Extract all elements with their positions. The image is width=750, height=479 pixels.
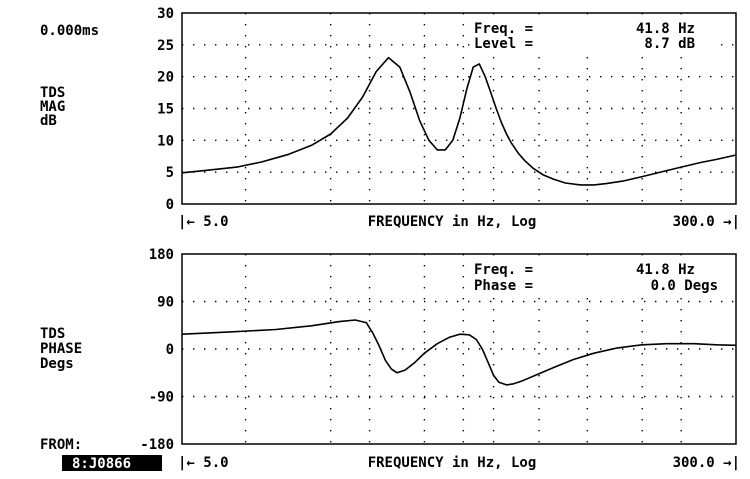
file-name-box (62, 455, 162, 471)
magnitude-y-tick-label: 10 (157, 133, 174, 149)
phase-y-tick-label: 0 (166, 342, 174, 358)
phase-readout-bg (470, 259, 720, 293)
magnitude-readout-value-2: 8.7 dB (644, 36, 695, 52)
magnitude-y-ticks: 0 5 10 15 20 25 30 (157, 6, 174, 213)
magnitude-readout-label-2: Level = (474, 36, 533, 52)
magnitude-y-tick-label: 20 (157, 70, 174, 86)
magnitude-readout-bg (470, 17, 720, 51)
phase-y-tick-label: 90 (157, 295, 174, 311)
bottom-ylabel-line-2: PHASE (40, 341, 82, 357)
top-ylabel-line-1: TDS (40, 85, 65, 101)
magnitude-y-tick-label: 25 (157, 38, 174, 54)
magnitude-series-line (181, 56, 737, 186)
phase-y-tick-label: 180 (149, 247, 174, 263)
magnitude-y-tick-label: 0 (166, 197, 174, 213)
bottom-ylabel-line-3: Degs (40, 356, 74, 372)
phase-readout-value-2: 0.0 Degs (651, 278, 718, 294)
magnitude-readout-value-1: 41.8 Hz (636, 21, 695, 37)
phase-series-line (181, 319, 737, 386)
top-ylabel-line-2: MAG (40, 99, 65, 115)
magnitude-x-axis-label: FREQUENCY in Hz, Log (368, 214, 537, 230)
magnitude-y-tick-label: 30 (157, 6, 174, 22)
file-name: 8:J0866 (72, 456, 131, 472)
phase-y-ticks: -180 -90 0 90 180 (140, 247, 174, 453)
phase-chart: -180 -90 0 90 180 Freq. = 41.8 Hz Phase = 0.… (140, 247, 740, 471)
top-ylabel-line-3: dB (40, 113, 57, 129)
magnitude-y-tick-label: 15 (157, 102, 174, 118)
bottom-ylabel-line-1: TDS (40, 326, 65, 342)
phase-x-right-label: 300.0 →| (673, 455, 740, 471)
time-readout: 0.000ms (40, 23, 99, 39)
magnitude-readout-label-1: Freq. = (474, 21, 533, 37)
from-label: FROM: (40, 437, 82, 453)
phase-x-left-label: |← 5.0 (178, 455, 229, 471)
phase-y-tick-label: -180 (140, 437, 174, 453)
phase-y-tick-label: -90 (149, 390, 174, 406)
phase-readout-label-1: Freq. = (474, 262, 533, 278)
magnitude-y-tick-label: 5 (166, 165, 174, 181)
phase-readout-value-1: 41.8 Hz (636, 262, 695, 278)
magnitude-chart: 0 5 10 15 20 25 30 Freq. = 41.8 Hz Level = 8.7… (157, 6, 740, 230)
magnitude-x-right-label: 300.0 →| (673, 214, 740, 230)
phase-x-axis-label: FREQUENCY in Hz, Log (368, 455, 537, 471)
phase-readout-label-2: Phase = (474, 278, 533, 294)
magnitude-x-left-label: |← 5.0 (178, 214, 229, 230)
